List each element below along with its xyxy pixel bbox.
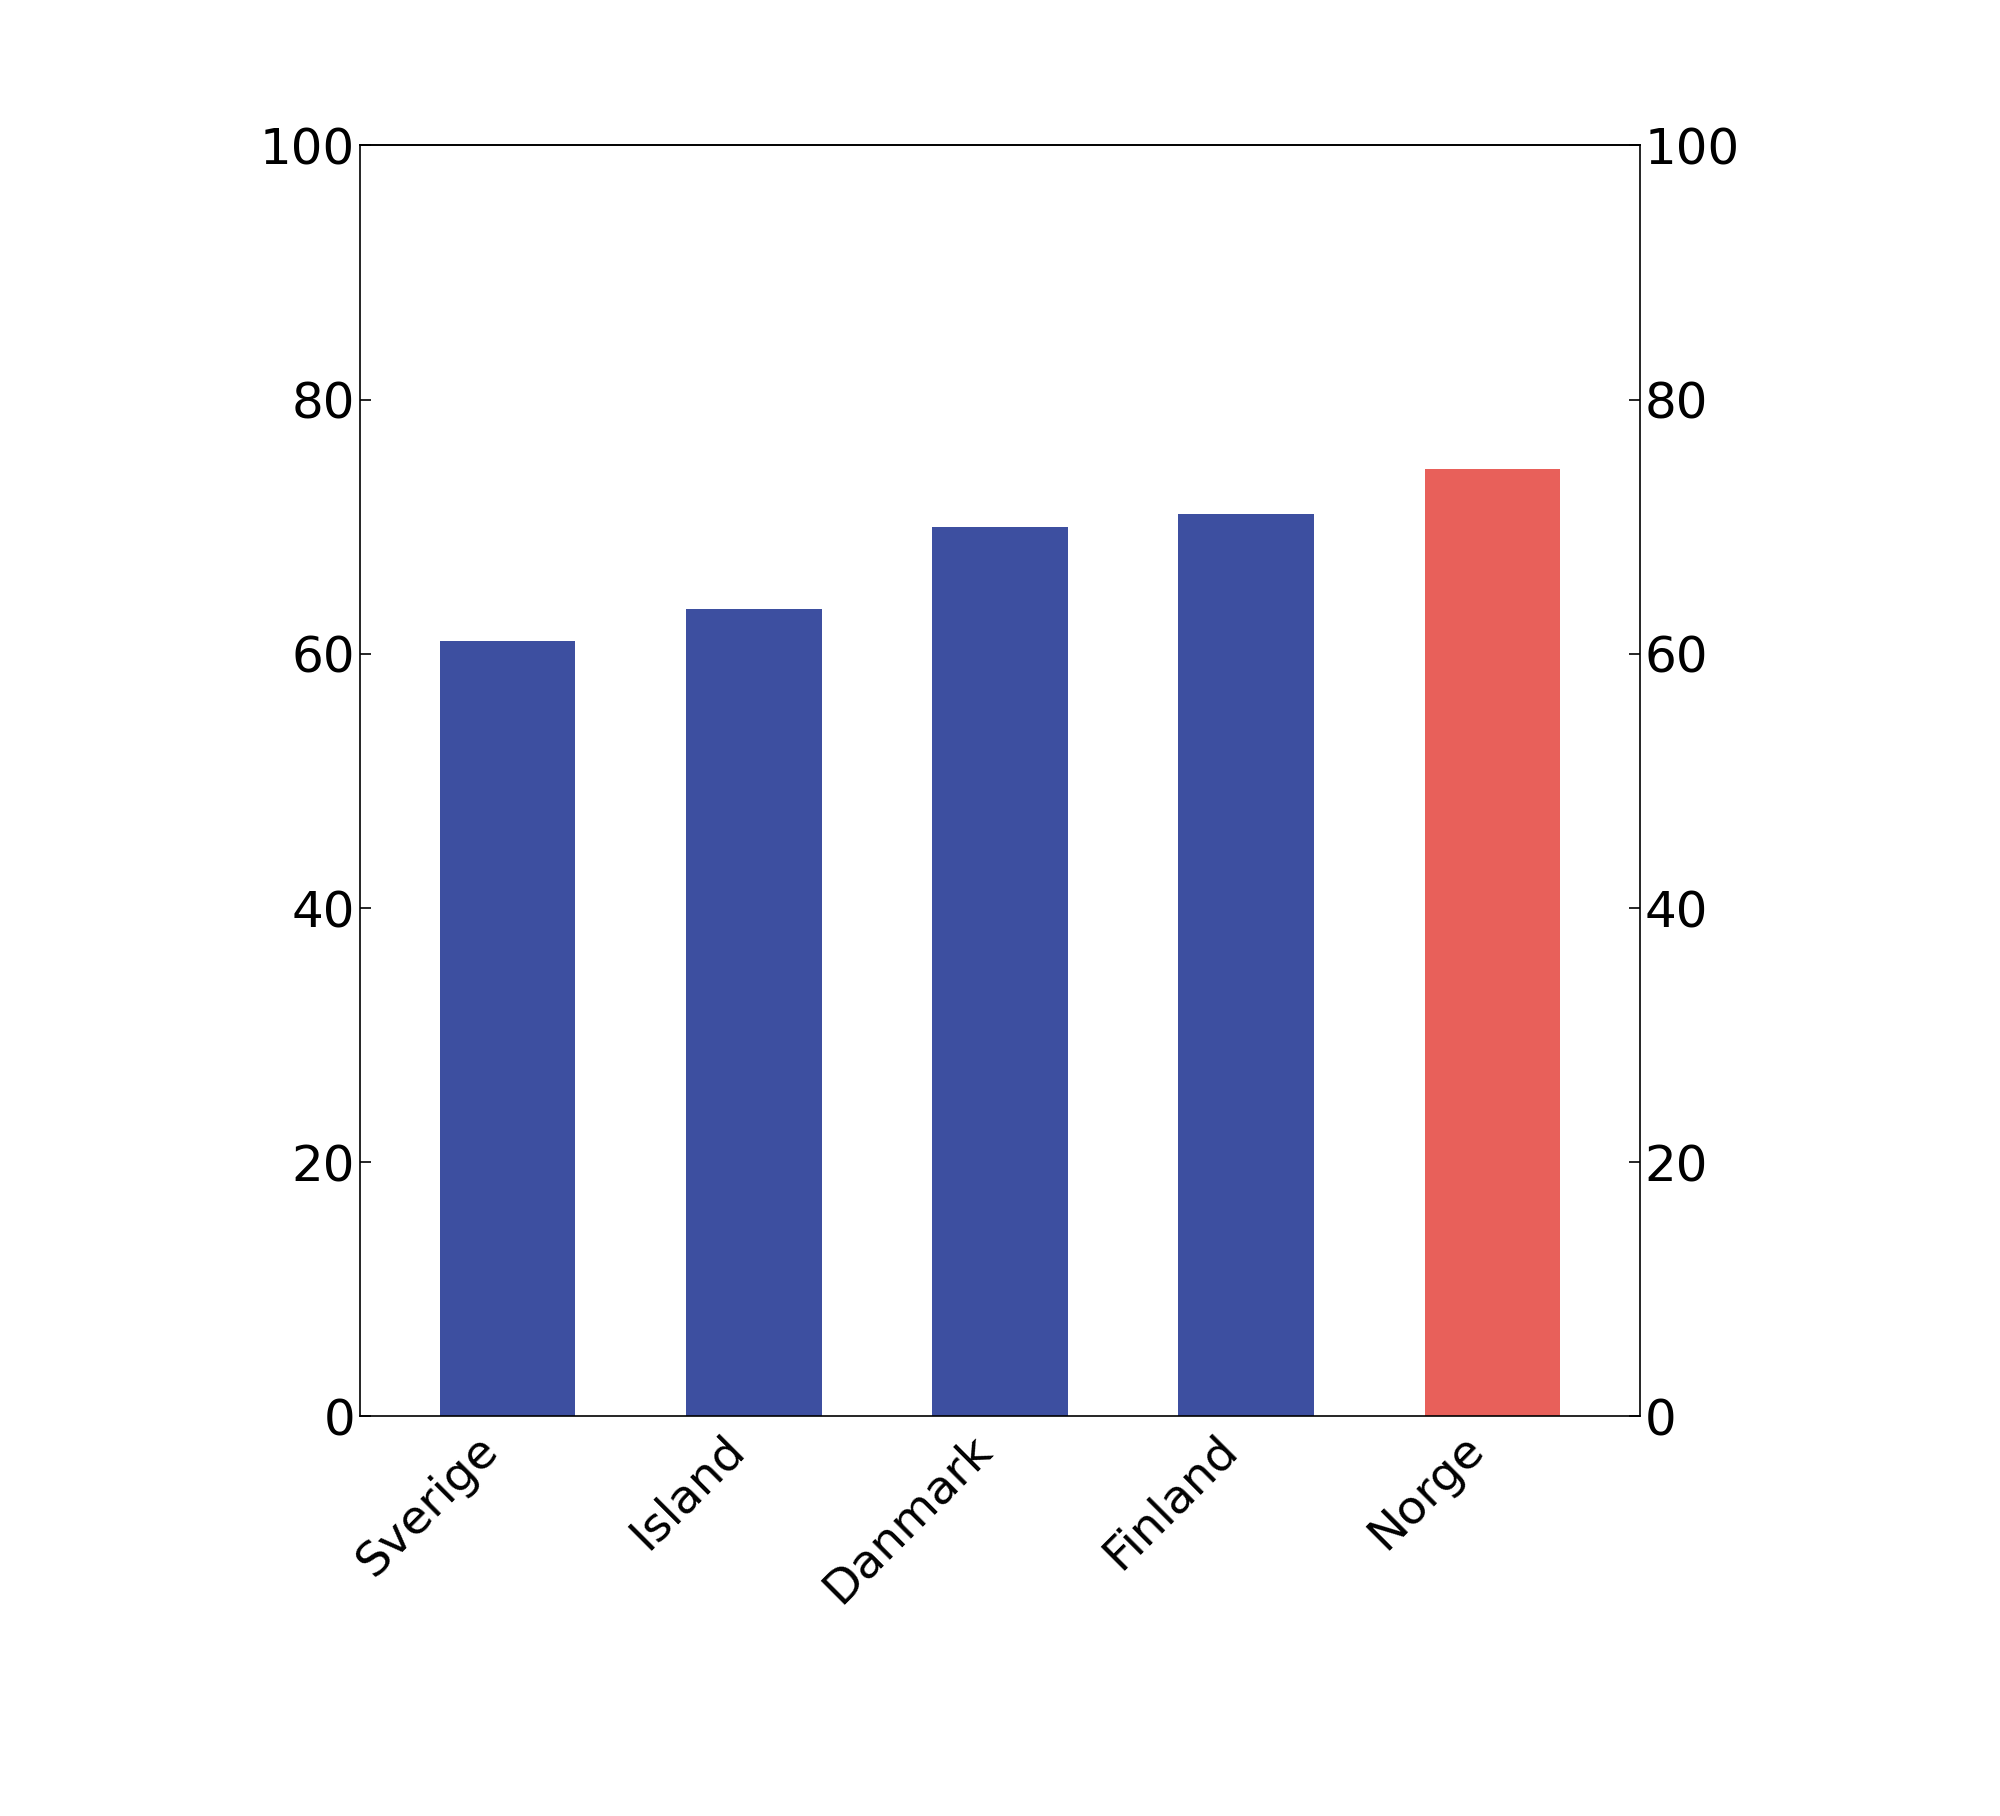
Bar xyxy=(686,608,822,1416)
Bar xyxy=(1424,469,1560,1416)
Bar xyxy=(1178,514,1314,1416)
Bar xyxy=(440,641,576,1416)
Bar xyxy=(932,527,1068,1416)
